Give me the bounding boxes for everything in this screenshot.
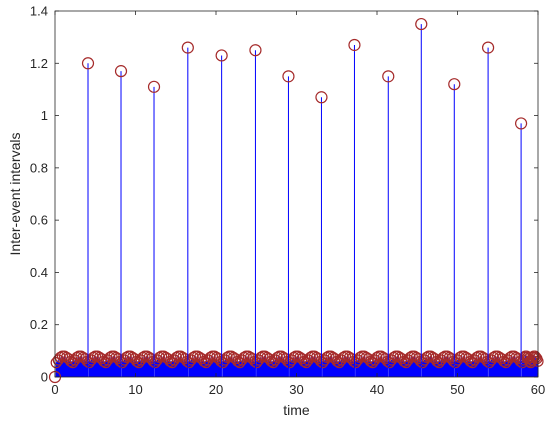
burst-marker: [219, 354, 231, 366]
interval-marker: [181, 41, 194, 54]
x-tick-label: 40: [370, 382, 384, 397]
burst-marker: [238, 351, 250, 363]
burst-marker: [429, 353, 441, 365]
burst-marker: [369, 354, 381, 366]
interval-marker: [282, 70, 295, 83]
burst-block: [189, 361, 221, 377]
burst-marker: [246, 353, 259, 365]
burst-marker: [164, 355, 176, 367]
y-axis: 0 0.2 0.4 0.6 0.8 1 1.2 1.4: [30, 4, 538, 385]
y-tick-label: 0.4: [30, 265, 48, 280]
burst-marker: [412, 353, 425, 365]
y-tick-label: 0.2: [30, 317, 48, 332]
burst-block: [89, 361, 121, 377]
burst-marker: [198, 355, 210, 367]
burst-block: [122, 361, 154, 377]
burst-marker: [196, 353, 208, 365]
burst-marker: [496, 353, 508, 365]
interval-marker: [481, 41, 495, 54]
burst-marker: [396, 353, 408, 365]
y-tick-label: 1.2: [30, 56, 48, 71]
x-tick-label: 0: [51, 382, 58, 397]
x-tick-label: 30: [289, 382, 303, 397]
burst-marker: [379, 353, 391, 365]
x-tick-label: 60: [531, 382, 545, 397]
interval-marker: [348, 38, 361, 52]
burst-block: [355, 361, 388, 377]
burst-marker: [236, 354, 248, 366]
burst-block: [56, 361, 88, 377]
burst-marker: [371, 351, 383, 363]
burst-marker: [263, 353, 275, 365]
burst-marker: [170, 351, 183, 363]
burst-marker: [479, 353, 491, 365]
burst-marker: [151, 354, 163, 366]
burst-block: [289, 361, 321, 377]
interval-marker: [514, 117, 528, 130]
burst-block: [155, 361, 188, 377]
burst-marker: [168, 354, 180, 366]
burst-marker: [145, 353, 157, 365]
burst-marker: [185, 354, 197, 366]
x-tick-label: 10: [128, 382, 142, 397]
y-tick-label: 0.6: [30, 213, 48, 228]
burst-marker: [471, 351, 483, 363]
burst-marker: [63, 353, 75, 365]
burst-marker: [279, 353, 292, 365]
burst-block: [489, 361, 521, 377]
interval-marker: [81, 57, 95, 70]
burst-block: [422, 361, 454, 377]
burst-marker: [232, 355, 244, 367]
burst-marker: [129, 353, 141, 365]
interval-marker: [448, 78, 461, 91]
burst-marker: [312, 353, 325, 365]
interval-marker: [315, 91, 328, 104]
burst-marker: [329, 353, 341, 365]
burst-marker: [229, 353, 242, 365]
burst-marker: [452, 354, 464, 366]
burst-block: [322, 361, 354, 377]
x-tick-label: 50: [450, 382, 464, 397]
burst-marker: [345, 353, 358, 365]
burst-block: [389, 361, 421, 377]
y-axis-label: Inter-event intervals: [7, 133, 23, 256]
interval-marker: [215, 49, 228, 62]
interval-marker: [114, 65, 128, 78]
burst-block: [256, 361, 288, 377]
x-tick-label: 20: [209, 382, 223, 397]
interval-marker: [415, 17, 428, 31]
x-axis-label: time: [283, 402, 310, 418]
burst-marker: [352, 354, 364, 366]
y-tick-label: 1.4: [30, 4, 48, 19]
plot-background: [55, 11, 538, 377]
interval-marker: [382, 70, 395, 83]
burst-marker: [162, 353, 174, 365]
burst-marker: [462, 353, 474, 365]
burst-marker: [213, 353, 225, 365]
burst-marker: [202, 354, 214, 366]
burst-marker: [362, 353, 374, 365]
burst-marker: [96, 353, 108, 365]
burst-marker: [296, 353, 308, 365]
y-tick-label: 0: [41, 370, 48, 385]
burst-marker: [464, 355, 476, 367]
burst-marker: [364, 355, 377, 367]
burst-block: [455, 361, 488, 377]
burst-marker: [112, 353, 124, 365]
interval-marker: [249, 44, 262, 57]
burst-marker: [179, 353, 191, 365]
burst-marker: [445, 353, 458, 365]
data-layer: [48, 17, 544, 384]
y-tick-label: 1: [41, 108, 48, 123]
interval-marker: [147, 80, 161, 93]
burst-marker: [204, 351, 216, 363]
burst-marker: [79, 353, 91, 365]
burst-marker: [468, 354, 481, 366]
burst-block: [222, 361, 255, 377]
x-axis: 0 10 20 30 40 50 60: [51, 11, 545, 397]
y-tick-label: 0.8: [30, 160, 48, 175]
